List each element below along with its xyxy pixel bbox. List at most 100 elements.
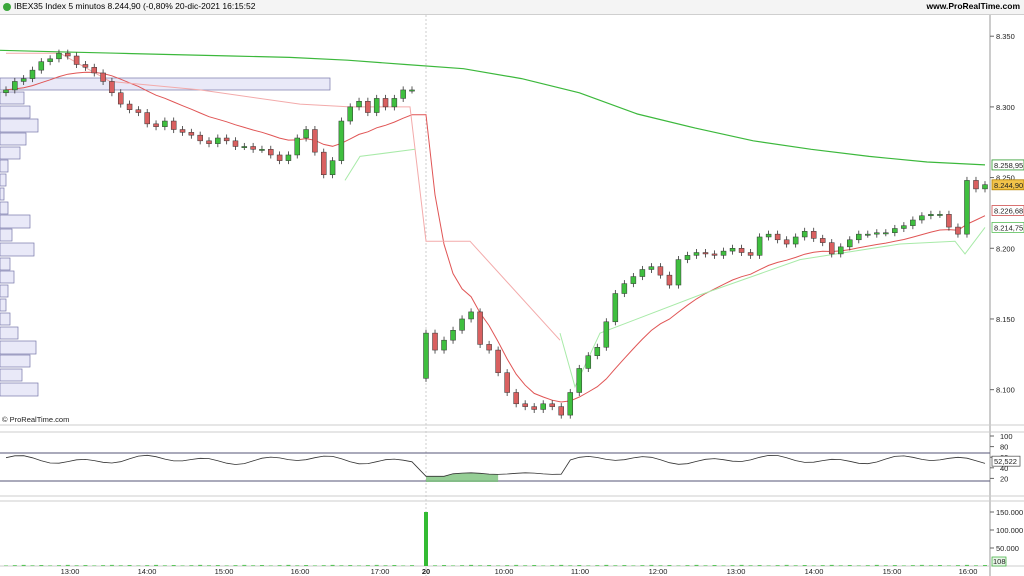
candle: [294, 137, 301, 156]
volume-bar: [442, 565, 447, 566]
candle: [47, 58, 53, 62]
volume-bar: [321, 565, 326, 566]
volume-bar: [739, 564, 744, 566]
volume-bar: [568, 565, 573, 566]
candle: [720, 250, 727, 256]
rsi-tick-label: 20: [1000, 474, 1008, 483]
candle: [153, 123, 159, 127]
volume-bar: [433, 565, 438, 566]
price-label: 8.258,95: [994, 161, 1023, 170]
upper-band-line: [6, 52, 561, 341]
candle: [382, 98, 389, 108]
price-tick-label: 8.150: [996, 315, 1015, 324]
time-tick-label: 15:00: [215, 567, 234, 576]
profile-bar: [0, 368, 23, 382]
candle: [495, 349, 501, 373]
rsi-oversold-fill: [426, 472, 499, 482]
chart-title: IBEX35 Index 5 minutos 8.244,90 (-0,80% …: [14, 1, 256, 11]
short-ma-line: [5, 71, 986, 403]
candle: [973, 180, 979, 190]
candle: [391, 98, 398, 108]
price-tick-label: 8.350: [996, 32, 1015, 41]
profile-bar: [0, 298, 7, 312]
indicator-lines: [0, 49, 986, 403]
candle: [109, 81, 115, 94]
candle: [549, 403, 555, 407]
candle: [585, 355, 592, 369]
volume-bar: [532, 565, 537, 566]
candle: [874, 232, 880, 235]
time-tick-label: 14:00: [805, 567, 824, 576]
volume-bar: [451, 565, 456, 566]
candle: [441, 339, 447, 351]
candle: [82, 64, 89, 68]
candle: [486, 344, 492, 351]
volume-bar: [928, 565, 933, 566]
time-tick-label: 13:00: [727, 567, 746, 576]
volume-bar: [586, 565, 591, 566]
profile-bar: [0, 340, 37, 355]
volume-bar: [277, 565, 282, 566]
candle: [657, 266, 664, 276]
volume-bar: [856, 565, 861, 566]
volume-bar: [304, 565, 309, 566]
watermark: © ProRealTime.com: [2, 415, 69, 424]
candle: [409, 89, 415, 92]
candle: [135, 109, 142, 113]
candle: [675, 259, 682, 286]
candle: [117, 92, 124, 105]
brand-link[interactable]: www.ProRealTime.com: [926, 1, 1020, 11]
price-label-box: [991, 205, 1024, 216]
volume-bar: [4, 565, 8, 566]
volume-bar: [955, 565, 960, 566]
candle: [513, 392, 519, 405]
volume-bar: [919, 564, 924, 566]
candle: [285, 154, 292, 161]
volume-bar: [478, 565, 483, 566]
candle: [540, 403, 546, 410]
volume-bar: [401, 565, 406, 566]
volume-bar: [658, 565, 663, 566]
candle: [268, 149, 274, 156]
candle: [630, 276, 637, 284]
profile-bar: [0, 132, 27, 146]
volume-bar: [48, 565, 53, 566]
volume-bar: [30, 565, 35, 566]
profile-bar: [0, 105, 31, 119]
volume-bar: [622, 565, 627, 566]
profile-bar: [0, 326, 19, 340]
volume-bar: [748, 565, 753, 566]
price-label-box: [991, 222, 1024, 233]
volume-bar: [365, 565, 370, 566]
candle: [20, 78, 27, 82]
volume-bar: [559, 564, 564, 566]
volume-bar: [829, 564, 834, 566]
volume-bar: [295, 565, 300, 566]
volume-bar: [514, 564, 519, 566]
candle: [250, 146, 256, 150]
rsi-value-box: [991, 455, 1021, 467]
time-tick-label: 12:00: [649, 567, 668, 576]
volume-bar: [721, 565, 726, 566]
candle: [423, 332, 429, 379]
volume-bar: [392, 565, 397, 566]
candle: [223, 137, 230, 142]
candle: [621, 283, 628, 294]
candle: [982, 184, 988, 190]
volume-bar: [189, 565, 194, 566]
candle: [531, 406, 537, 410]
candle: [765, 233, 772, 238]
chart-header: IBEX35 Index 5 minutos 8.244,90 (-0,80% …: [0, 0, 1024, 15]
candle: [792, 236, 799, 245]
candle: [276, 154, 283, 161]
price-tick-label: 8.200: [996, 244, 1015, 253]
time-tick-label: 10:00: [495, 567, 514, 576]
candle: [179, 129, 186, 133]
candle: [188, 132, 195, 136]
volume-bar: [487, 565, 492, 566]
profile-bar: [0, 242, 35, 257]
candlesticks: [3, 49, 988, 419]
volume-bar: [595, 565, 600, 566]
candle: [162, 120, 168, 127]
